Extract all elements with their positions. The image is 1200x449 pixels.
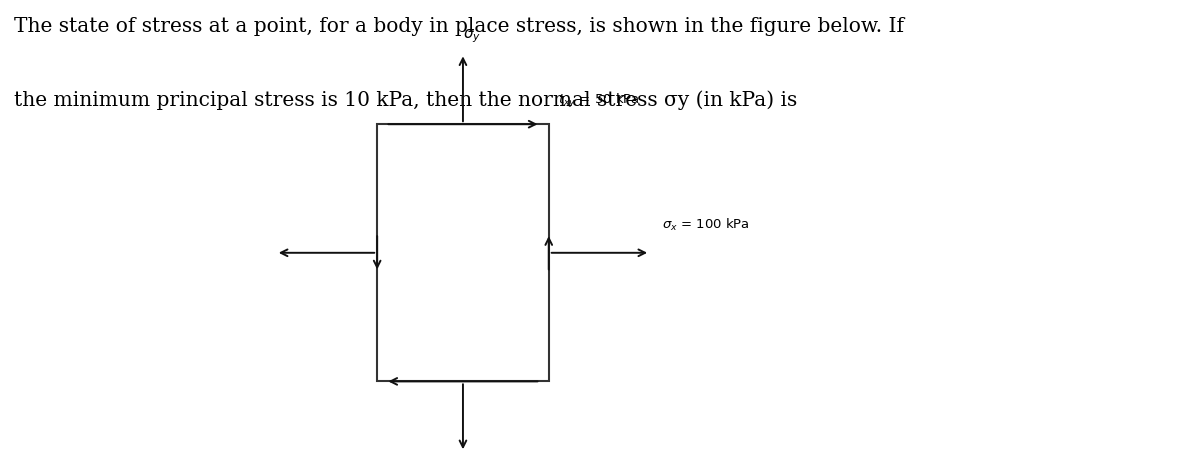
- Text: $\sigma_x$ = 100 kPa: $\sigma_x$ = 100 kPa: [662, 217, 750, 233]
- Text: $\sigma_y$: $\sigma_y$: [463, 27, 481, 45]
- Bar: [377, 124, 548, 381]
- Text: The state of stress at a point, for a body in place stress, is shown in the figu: The state of stress at a point, for a bo…: [13, 17, 904, 36]
- Text: $\mathit{t}_{xy}$ = 50 kPa: $\mathit{t}_{xy}$ = 50 kPa: [558, 92, 640, 110]
- Text: the minimum principal stress is 10 kPa, then the normal stress σy (in kPa) is: the minimum principal stress is 10 kPa, …: [13, 90, 797, 110]
